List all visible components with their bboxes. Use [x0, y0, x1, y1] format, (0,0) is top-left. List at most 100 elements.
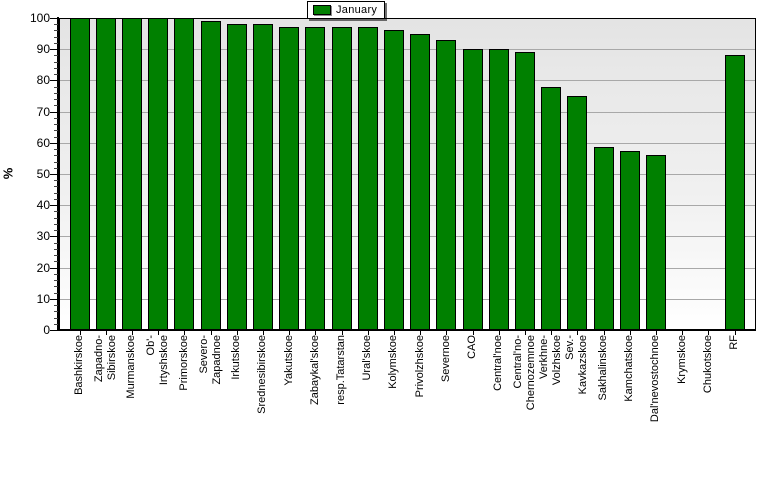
x-tick: [551, 331, 553, 335]
gridline: [60, 80, 755, 82]
x-axis-label: Murmanskoe: [125, 335, 138, 399]
y-minor-tick: [54, 286, 58, 288]
x-tick: [629, 331, 631, 335]
y-tick-label: 10: [36, 291, 50, 306]
x-tick: [708, 331, 710, 335]
y-minor-tick: [54, 248, 58, 250]
y-tick-label: 20: [36, 260, 50, 275]
y-minor-tick: [54, 217, 58, 219]
bar: [357, 27, 378, 330]
y-minor-tick: [54, 180, 58, 182]
y-tick-label: 40: [36, 198, 50, 213]
bar: [619, 150, 640, 330]
x-axis-label: RF: [728, 335, 740, 350]
bar: [252, 24, 273, 330]
bar: [514, 52, 535, 330]
x-tick: [184, 331, 186, 335]
y-tick-label: 60: [36, 135, 50, 150]
x-tick: [524, 331, 526, 335]
x-axis-label: Zabaykal'skoe: [308, 335, 321, 405]
x-axis-label: Irkutskoe: [230, 335, 243, 380]
bar: [69, 18, 90, 330]
bar: [174, 18, 195, 330]
x-axis-label: Ob'- Irtyshskoe: [145, 335, 171, 386]
y-minor-tick: [54, 280, 58, 282]
y-tick: [50, 18, 58, 19]
y-tick: [50, 236, 58, 238]
y-minor-tick: [54, 323, 58, 325]
x-axis-label: Ural'skoe: [361, 335, 374, 381]
y-minor-tick: [54, 317, 58, 319]
y-tick-label: 70: [36, 104, 50, 119]
x-axis-label: Verkhne- Volzhskoe: [538, 335, 564, 386]
bar: [541, 86, 562, 330]
x-tick: [734, 331, 736, 335]
y-tick: [50, 49, 58, 51]
y-tick-label: 80: [36, 73, 50, 88]
x-axis-label: Sakhalinskoe: [597, 335, 609, 401]
legend-swatch-icon: [313, 5, 331, 15]
y-minor-tick: [54, 155, 58, 157]
y-tick: [50, 205, 58, 207]
x-tick: [262, 331, 264, 335]
y-minor-tick: [54, 30, 58, 32]
x-tick: [158, 331, 160, 335]
y-minor-tick: [54, 130, 58, 132]
bar: [410, 33, 431, 330]
bar: [95, 18, 116, 330]
x-tick: [236, 331, 238, 335]
x-axis-label: Bashkirskoe: [73, 335, 85, 395]
x-axis-label: Dal'nevostochnoe: [649, 335, 662, 423]
x-tick: [367, 331, 369, 335]
y-tick-label: 100: [29, 11, 50, 25]
y-tick: [50, 174, 58, 175]
y-tick-label: 90: [36, 42, 50, 57]
y-minor-tick: [54, 74, 58, 76]
gridline: [60, 298, 755, 300]
x-axis-label: Primorskoe: [177, 335, 190, 391]
bar: [331, 27, 352, 330]
y-minor-tick: [54, 61, 58, 63]
x-tick: [603, 331, 605, 335]
bar: [567, 96, 588, 330]
x-axis-label: resp.Tatarstan: [335, 335, 347, 405]
x-axis-label: Severnoe: [439, 335, 452, 383]
y-minor-tick: [54, 86, 58, 88]
x-tick: [472, 331, 474, 335]
x-axis-label: Kolymskoe: [387, 335, 400, 389]
x-axis-label: Severo- Zapadnoe: [197, 335, 223, 385]
y-minor-tick: [54, 273, 58, 275]
gridline: [60, 174, 755, 175]
y-minor-tick: [54, 161, 58, 163]
y-minor-tick: [54, 149, 58, 151]
y-minor-tick: [54, 198, 58, 200]
bar: [200, 21, 221, 330]
bar: [462, 49, 483, 330]
x-tick: [655, 331, 657, 335]
x-axis-label: Sev.- Kavkazskoe: [564, 335, 590, 395]
y-minor-tick: [54, 305, 58, 307]
bar: [121, 18, 142, 330]
y-tick: [50, 80, 58, 82]
bar: [724, 55, 745, 330]
x-axis-label: Krymskoe: [675, 335, 688, 384]
x-axis-label: Central'no- Chernozemnoe: [511, 335, 537, 411]
x-tick: [577, 331, 579, 335]
bar: [226, 24, 247, 330]
y-minor-tick: [54, 117, 58, 119]
x-axis-label: Yakutskoe: [282, 335, 295, 386]
gridline: [60, 267, 755, 269]
legend: January: [307, 1, 386, 19]
y-tick: [50, 330, 58, 331]
x-tick: [393, 331, 395, 335]
bar: [148, 18, 169, 330]
y-minor-tick: [54, 192, 58, 194]
x-tick: [420, 331, 422, 335]
gridline: [60, 49, 755, 51]
x-tick: [341, 331, 343, 335]
y-minor-tick: [54, 105, 58, 107]
y-minor-tick: [54, 230, 58, 232]
bar: [488, 49, 509, 330]
y-tick-label: 50: [36, 167, 50, 181]
